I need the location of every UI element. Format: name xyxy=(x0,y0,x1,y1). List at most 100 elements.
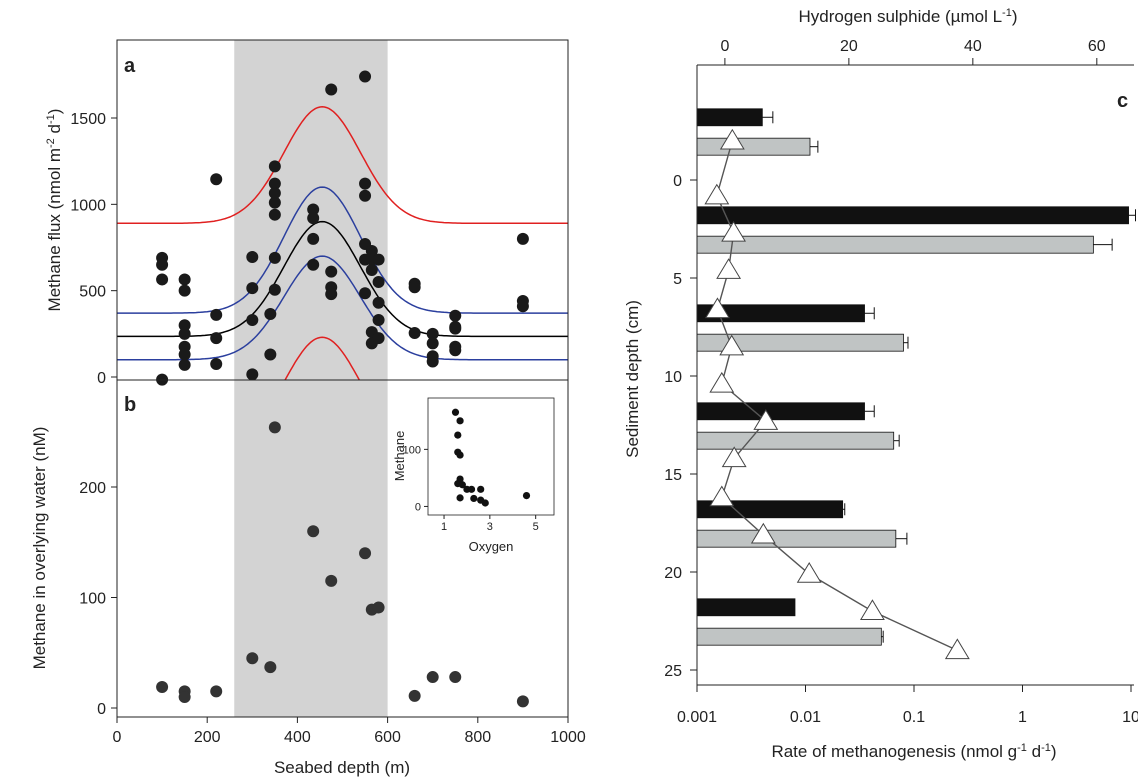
y-tick-label: 20 xyxy=(664,565,682,582)
inset-frame xyxy=(427,397,555,516)
sulphide-marker xyxy=(719,128,745,150)
data-point xyxy=(210,173,223,186)
data-point xyxy=(372,332,385,345)
sulphide-marker xyxy=(709,485,735,507)
data-point xyxy=(264,348,277,361)
inset-x-tick-label: 3 xyxy=(487,521,493,533)
data-point xyxy=(156,258,169,271)
data-point xyxy=(359,70,372,83)
data-point xyxy=(246,652,259,665)
x-tick-label: 800 xyxy=(464,729,491,746)
y-tick-label: 100 xyxy=(79,591,106,608)
y-tick-label: 1000 xyxy=(70,197,106,214)
data-point xyxy=(210,685,223,698)
data-point xyxy=(156,681,169,694)
data-point xyxy=(426,337,439,350)
sulphide-marker xyxy=(716,258,742,279)
fit-curve xyxy=(117,220,568,338)
panel-a-ylabel: Methane flux (nmol m-2 d-1) xyxy=(45,109,64,312)
data-point xyxy=(268,196,281,209)
data-point xyxy=(516,232,529,245)
data-point xyxy=(307,212,320,225)
inset-x-tick-label: 5 xyxy=(533,521,539,533)
inset-data-point xyxy=(456,494,464,502)
panel-c-ylabel: Sediment depth (cm) xyxy=(623,300,642,458)
data-point xyxy=(449,309,462,322)
data-point xyxy=(372,314,385,327)
data-point xyxy=(178,284,191,297)
y-tick-label: 1500 xyxy=(70,111,106,128)
data-point xyxy=(210,358,223,371)
inset-data-point xyxy=(481,499,489,507)
top-x-tick-label: 60 xyxy=(1088,38,1106,55)
data-point xyxy=(307,258,320,271)
data-point xyxy=(268,283,281,296)
data-point xyxy=(372,601,385,614)
data-point xyxy=(268,187,281,200)
data-point xyxy=(516,300,529,313)
sulphide-marker xyxy=(750,522,776,544)
inset-data-point xyxy=(456,417,464,425)
x-tick-label: 1 xyxy=(1018,709,1027,726)
x-tick-label: 0.1 xyxy=(903,709,925,726)
data-point xyxy=(325,288,338,301)
bar-series-1 xyxy=(696,598,796,617)
data-point xyxy=(372,296,385,309)
x-tick-label: 400 xyxy=(284,729,311,746)
data-point xyxy=(408,689,421,702)
x-tick-label: 200 xyxy=(194,729,221,746)
inset-data-point xyxy=(467,485,476,493)
sulphide-marker xyxy=(721,446,747,468)
data-point xyxy=(268,421,281,434)
y-tick-label: 500 xyxy=(79,284,106,301)
sulphide-marker xyxy=(719,334,745,356)
data-point xyxy=(178,327,191,340)
data-point xyxy=(178,358,191,371)
confidence-band-curve-2 xyxy=(117,255,568,361)
data-point xyxy=(246,282,259,295)
data-point xyxy=(178,273,191,286)
inset-data-point xyxy=(470,494,478,503)
x-tick-label: 0.001 xyxy=(677,709,717,726)
x-tick-label: 1000 xyxy=(550,729,586,746)
sulphide-marker xyxy=(721,220,747,242)
inset-ylabel: Methane xyxy=(392,431,407,482)
bar-series-2 xyxy=(696,529,897,548)
data-point xyxy=(408,326,421,339)
data-point xyxy=(372,253,385,266)
data-point xyxy=(264,307,277,320)
data-point xyxy=(268,208,281,221)
data-point xyxy=(178,319,191,332)
sulphide-marker xyxy=(944,638,970,660)
inset-y-tick-label: 100 xyxy=(403,444,421,456)
bar-series-1 xyxy=(696,206,1129,225)
panel-a-label: a xyxy=(124,55,136,77)
data-point xyxy=(307,203,320,216)
y-tick-label: 25 xyxy=(664,663,682,680)
data-point xyxy=(372,276,385,289)
panel-b-frame xyxy=(116,379,569,718)
inset-data-point xyxy=(477,485,485,493)
inset-data-point xyxy=(454,431,462,439)
data-point xyxy=(246,314,259,327)
data-point xyxy=(325,574,338,587)
data-point xyxy=(359,287,372,300)
sulphide-marker xyxy=(753,409,779,430)
data-point xyxy=(426,355,439,368)
y-tick-label: 0 xyxy=(97,370,106,387)
data-point xyxy=(178,348,191,361)
inset-xlabel: Oxygen xyxy=(469,539,514,554)
panel-b-inset: 1 3 5 0 100 Oxygen Methane xyxy=(392,397,555,554)
y-tick-label: 0 xyxy=(97,701,106,718)
y-tick-label: 200 xyxy=(79,480,106,497)
data-point xyxy=(359,189,372,202)
x-tick-label: 0 xyxy=(113,729,122,746)
data-point xyxy=(210,332,223,345)
x-tick-label: 10 xyxy=(1122,709,1138,726)
inset-data-point xyxy=(451,408,460,416)
data-point xyxy=(268,251,281,264)
inset-x-tick-label: 1 xyxy=(441,521,447,533)
prediction-band-curve-1 xyxy=(117,106,568,225)
data-point xyxy=(359,177,372,190)
